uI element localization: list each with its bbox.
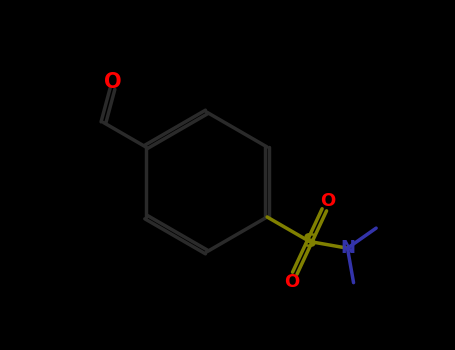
Text: S: S [303,232,317,251]
Text: O: O [320,192,335,210]
Text: O: O [283,273,299,291]
Text: N: N [340,239,355,257]
Text: O: O [104,72,121,92]
